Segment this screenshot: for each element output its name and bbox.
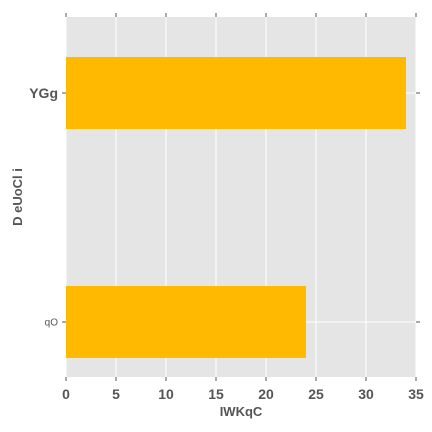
x-tick-label: 20 bbox=[258, 386, 274, 402]
x-tick-label: 5 bbox=[112, 386, 120, 402]
x-tick-label: 25 bbox=[308, 386, 324, 402]
x-tick-label: 15 bbox=[208, 386, 224, 402]
bar-qO bbox=[66, 286, 306, 358]
y-axis-title: D eUoCl i bbox=[10, 168, 25, 226]
x-tick-label: 10 bbox=[158, 386, 174, 402]
bar-YGg bbox=[66, 57, 406, 129]
axis-ticks bbox=[62, 13, 420, 381]
x-tick-label: 30 bbox=[358, 386, 374, 402]
x-tick-labels: 0 5 10 15 20 25 30 35 bbox=[62, 386, 424, 402]
x-tick-label: 0 bbox=[62, 386, 70, 402]
y-tick-label: YGg bbox=[29, 85, 58, 101]
x-axis-title: IWKqC bbox=[220, 404, 263, 419]
y-tick-label: qO bbox=[45, 318, 59, 329]
y-tick-labels: YGg qO bbox=[29, 85, 58, 329]
x-tick-label: 35 bbox=[408, 386, 424, 402]
bars bbox=[66, 57, 406, 358]
